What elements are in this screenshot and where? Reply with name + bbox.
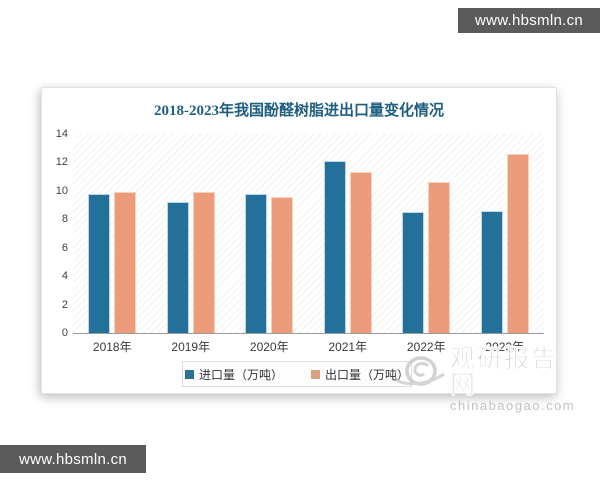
x-tick-label-2020年: 2020年: [249, 340, 289, 354]
legend-item-import: 进口量（万吨）: [184, 366, 283, 383]
bar-group-2019年: [152, 134, 231, 333]
bar-import-2018年: [88, 193, 111, 333]
x-tick-label-2022年: 2022年: [406, 340, 446, 354]
bar-group-2022年: [387, 134, 466, 333]
bar-export-2018年: [114, 192, 137, 333]
y-tick-label: 12: [55, 156, 68, 169]
bar-import-2023年: [480, 210, 503, 333]
y-tick-label: 0: [61, 327, 68, 339]
watermark-bar-bottom: www.hbsmln.cn: [0, 445, 146, 473]
y-tick-label: 6: [61, 241, 68, 254]
x-tick-label-2019年: 2019年: [171, 340, 211, 354]
y-tick-label: 8: [61, 213, 68, 226]
x-tick-label-2021年: 2021年: [328, 340, 368, 354]
bar-import-2021年: [323, 161, 346, 333]
legend-label-export: 出口量（万吨）: [325, 367, 410, 382]
chart-card: 2018-2023年我国酚醛树脂进出口量变化情况 2018年 2019年 2020年…: [41, 87, 574, 413]
bar-group-2018年: [73, 134, 152, 333]
plot-area: [73, 134, 544, 334]
bar-import-2020年: [245, 193, 268, 333]
y-tick-label: 10: [55, 184, 68, 197]
x-axis-labels: 2018年 2019年 2020年 2021年 2022年 2023年: [73, 338, 544, 355]
brand-domain: chinabaogao.com: [450, 398, 576, 413]
bar-export-2019年: [192, 192, 215, 333]
x-tick-label-2023年: 2023年: [485, 340, 525, 354]
watermark-url-top: www.hbsmln.cn: [474, 12, 584, 29]
legend-swatch-export-icon: [311, 369, 320, 379]
watermark-url-bottom: www.hbsmln.cn: [18, 450, 128, 468]
brand-watermark: 观研报告网 chinabaogao.com: [394, 346, 575, 413]
watermark-bar-top: www.hbsmln.cn: [458, 8, 600, 33]
legend-swatch-import-icon: [184, 369, 194, 379]
bar-import-2022年: [402, 212, 425, 333]
bar-group-2021年: [309, 134, 388, 333]
chart-legend: 进口量（万吨） 出口量（万吨）: [182, 361, 412, 387]
brand-text: 观研报告网 chinabaogao.com: [450, 346, 575, 413]
legend-item-export: 出口量（万吨）: [311, 366, 409, 383]
legend-label-import: 进口量（万吨）: [198, 367, 283, 382]
bar-export-2020年: [271, 196, 294, 333]
bar-export-2023年: [506, 153, 529, 333]
bar-export-2021年: [349, 172, 372, 333]
bar-import-2019年: [166, 202, 189, 333]
y-tick-label: 14: [55, 128, 68, 140]
bar-export-2022年: [428, 182, 451, 333]
y-tick-label: 4: [61, 270, 68, 283]
bar-group-2023年: [466, 134, 545, 333]
bar-group-2020年: [230, 134, 309, 333]
x-tick-label-2018年: 2018年: [92, 340, 132, 354]
y-tick-label: 2: [61, 298, 68, 311]
chart-title: 2018-2023年我国酚醛树脂进出口量变化情况: [154, 103, 444, 119]
